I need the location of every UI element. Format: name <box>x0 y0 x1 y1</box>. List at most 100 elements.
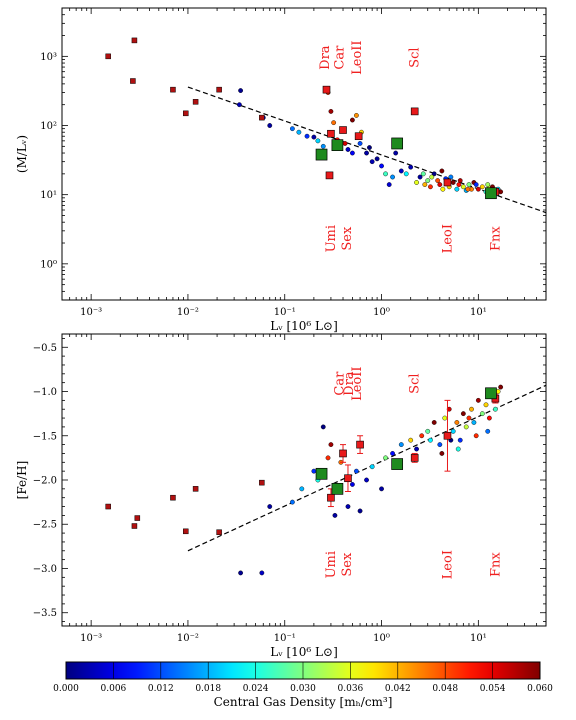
large-green-square <box>315 148 328 161</box>
small-red-square <box>134 515 141 521</box>
y-tick-label: −1.5 <box>33 431 57 442</box>
data-point <box>429 174 435 180</box>
galaxy-label: Fnx <box>488 552 503 577</box>
data-point <box>357 141 363 146</box>
data-point <box>331 120 337 126</box>
large-red-square <box>325 171 334 180</box>
data-point <box>383 171 388 177</box>
data-point <box>403 171 409 177</box>
x-tick-label: 10⁰ <box>373 633 390 644</box>
colorbar-tick-label: 0.036 <box>338 684 364 694</box>
data-point <box>369 159 375 165</box>
data-point <box>364 477 369 483</box>
galaxy-label: Dra <box>342 371 357 396</box>
data-point <box>296 129 302 135</box>
galaxy-label: Scl <box>408 373 423 393</box>
mass-to-light-panel: 10⁻³ 10⁻² 10⁻¹ 10⁰ 10¹ 10⁰ 10¹ 10² 10³ Lᵥ [10⁶ L⊙… <box>15 7 547 333</box>
data-point <box>479 411 485 417</box>
data-point <box>299 486 305 492</box>
data-point <box>439 168 445 174</box>
galaxy-label: LeoII <box>350 40 365 74</box>
data-point <box>398 442 404 448</box>
data-point <box>267 504 273 509</box>
galaxy-label: Car <box>333 45 348 70</box>
data-point <box>267 123 273 128</box>
small-red-square <box>105 503 111 510</box>
data-point <box>428 184 433 190</box>
data-point <box>349 150 355 156</box>
data-point <box>414 180 419 185</box>
y-tick-label: 10³ <box>40 52 57 63</box>
small-red-square <box>170 494 176 501</box>
data-point <box>457 437 463 443</box>
galaxy-label: LeoI <box>440 224 455 253</box>
data-point <box>460 411 466 417</box>
y-tick-label: −2.5 <box>33 520 57 531</box>
data-point <box>315 138 321 144</box>
data-point <box>238 570 244 576</box>
y-tick-label: 10² <box>40 121 57 132</box>
small-red-square <box>183 528 189 535</box>
data-point <box>498 384 504 390</box>
y-tick-label: −3.5 <box>33 608 57 619</box>
y-tick-label: −2.0 <box>33 476 57 487</box>
data-point <box>379 486 384 492</box>
data-point <box>473 182 479 187</box>
data-point <box>465 186 471 192</box>
x-tick-label: 10¹ <box>470 633 487 644</box>
x-tick-label: 10⁻³ <box>80 307 102 318</box>
data-point <box>325 455 331 461</box>
galaxy-label: Car <box>333 371 348 396</box>
colorbar-tick-label: 0.012 <box>148 684 174 694</box>
data-point <box>304 133 310 139</box>
plot-frame <box>61 333 547 627</box>
x-tick-label: 10⁻² <box>177 633 199 644</box>
data-point <box>473 433 479 439</box>
x-tick-label: 10¹ <box>470 307 487 318</box>
data-point <box>320 424 326 430</box>
data-point <box>354 113 359 118</box>
small-red-square <box>131 37 138 44</box>
galaxy-label: Sex <box>340 552 355 577</box>
data-point <box>437 182 443 187</box>
data-point <box>357 508 363 514</box>
small-red-square <box>131 523 138 529</box>
data-point <box>485 182 491 187</box>
colorbar-tick-label: 0.042 <box>385 684 411 694</box>
colorbar-label: Central Gas Density [mₕ/cm³] <box>214 695 393 709</box>
data-point <box>417 174 423 180</box>
data-point <box>328 108 334 114</box>
data-point <box>431 171 437 177</box>
large-red-square <box>354 132 363 141</box>
small-red-square <box>105 53 111 60</box>
colorbar-tick-label: 0.054 <box>480 684 506 694</box>
data-point <box>456 182 462 187</box>
data-point <box>349 482 355 487</box>
data-point <box>492 406 498 412</box>
large-green-square <box>391 137 404 150</box>
large-green-square <box>485 387 497 400</box>
large-red-square <box>443 431 452 440</box>
small-red-square <box>259 114 265 121</box>
x-tick-label: 10⁻¹ <box>274 633 296 644</box>
x-tick-label: 10⁻³ <box>80 633 102 644</box>
x-axis-label: Lᵥ [10⁶ L⊙] <box>270 319 338 333</box>
x-axis-label: Lᵥ [10⁶ L⊙] <box>270 645 338 659</box>
galaxy-label: Fnx <box>488 226 503 251</box>
data-point <box>259 570 265 576</box>
data-point <box>345 504 351 509</box>
data-layer <box>105 384 546 576</box>
large-red-square <box>339 126 347 134</box>
galaxy-label: Umi <box>324 225 339 252</box>
small-red-square <box>216 529 222 535</box>
data-point <box>439 451 445 456</box>
colorbar-tick-label: 0.006 <box>101 684 127 694</box>
data-point <box>390 174 395 180</box>
data-point <box>448 174 454 180</box>
y-axis-label: (M/Lᵥ) <box>15 135 29 173</box>
large-red-square <box>410 107 419 116</box>
data-layer <box>105 37 546 214</box>
small-red-square <box>170 86 176 93</box>
small-red-square <box>192 486 199 492</box>
